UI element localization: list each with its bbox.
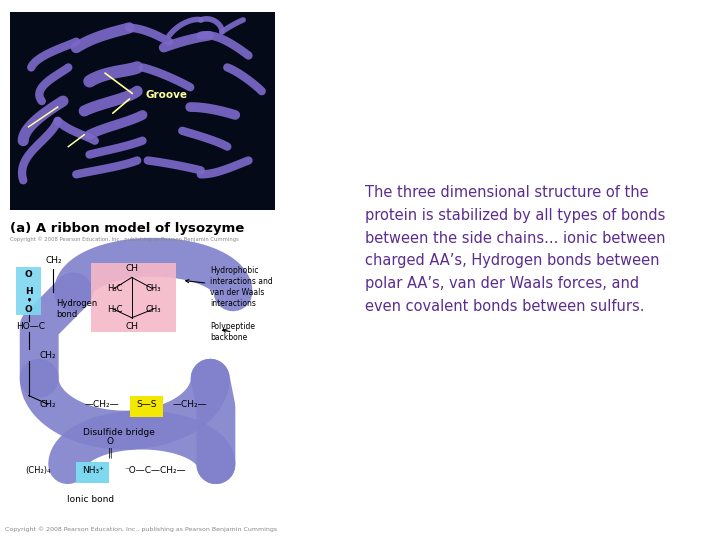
Bar (17, 267, 40, 315)
Bar (130, 395, 163, 417)
Text: S—S: S—S (136, 400, 157, 409)
Text: CH₂: CH₂ (40, 350, 56, 360)
Text: Ionic bond: Ionic bond (67, 495, 114, 504)
Bar (76, 462, 109, 483)
Text: (a) A ribbon model of lysozyme: (a) A ribbon model of lysozyme (10, 222, 244, 235)
Text: H: H (25, 287, 32, 296)
Text: CH₃: CH₃ (145, 285, 161, 293)
Text: HO—C: HO—C (17, 322, 45, 331)
Text: ‖: ‖ (108, 448, 113, 458)
Text: —CH₂—: —CH₂— (84, 400, 120, 409)
Text: CH: CH (125, 322, 138, 331)
Text: Disulfide bridge: Disulfide bridge (83, 428, 155, 437)
Text: H₃C: H₃C (107, 285, 122, 293)
Text: CH₂: CH₂ (40, 400, 56, 409)
Text: CH₂: CH₂ (45, 255, 62, 265)
Text: CH₃: CH₃ (145, 305, 161, 314)
Bar (10, 12, 275, 210)
Text: NH₃⁺: NH₃⁺ (82, 466, 104, 475)
Text: Copyright © 2008 Pearson Education, Inc., publishing as Pearson Benjamin Cumming: Copyright © 2008 Pearson Education, Inc.… (5, 526, 277, 532)
Text: Copyright © 2008 Pearson Education, Inc., publishing as Pearson Benjamin Cumming: Copyright © 2008 Pearson Education, Inc.… (10, 236, 239, 241)
Text: ⁻O—C—CH₂—: ⁻O—C—CH₂— (125, 466, 186, 475)
Text: The three dimensional structure of the
protein is stabilized by all types of bon: The three dimensional structure of the p… (365, 185, 665, 314)
Text: Groove: Groove (145, 90, 187, 100)
Text: (CH₂)₄: (CH₂)₄ (25, 466, 50, 475)
Text: CH: CH (125, 264, 138, 273)
Text: O: O (24, 270, 32, 279)
Bar (91, 263, 176, 332)
Text: —CH₂—: —CH₂— (173, 400, 207, 409)
Text: Hydrophobic
interactions and
van der Waals
interactions: Hydrophobic interactions and van der Waa… (186, 266, 273, 308)
Text: O: O (107, 437, 114, 446)
Text: H₃C: H₃C (107, 305, 122, 314)
Text: O: O (24, 305, 32, 314)
Text: Hydrogen
bond: Hydrogen bond (56, 299, 97, 319)
Text: Polypeptide
backbone: Polypeptide backbone (210, 322, 255, 342)
